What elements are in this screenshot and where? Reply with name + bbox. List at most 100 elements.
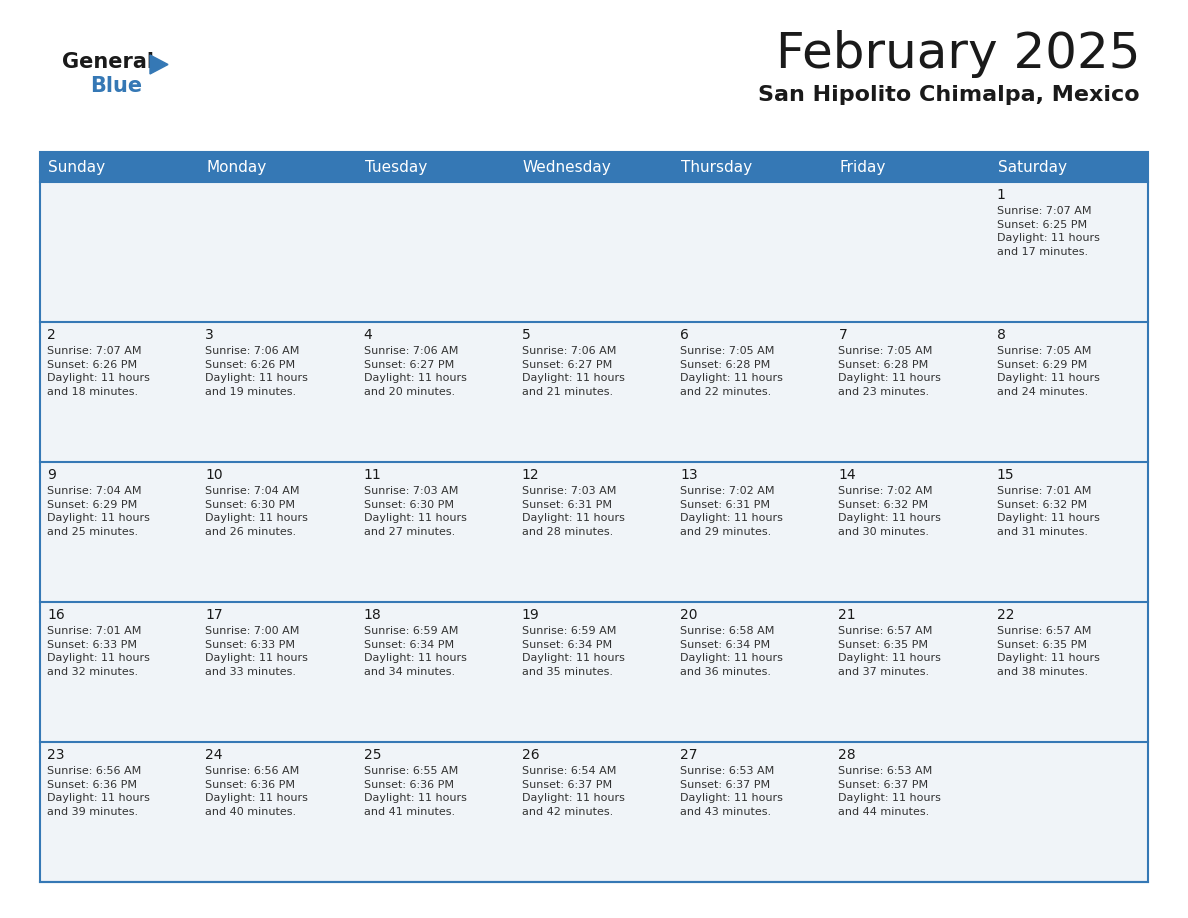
Text: 26: 26 [522, 748, 539, 762]
Text: Sunrise: 7:06 AM
Sunset: 6:26 PM
Daylight: 11 hours
and 19 minutes.: Sunrise: 7:06 AM Sunset: 6:26 PM Dayligh… [206, 346, 308, 397]
Bar [832, 742, 990, 882]
Polygon shape [150, 55, 168, 74]
Bar [832, 182, 990, 322]
Bar [990, 742, 1148, 882]
Text: 19: 19 [522, 608, 539, 622]
Text: 7: 7 [839, 328, 847, 342]
Bar [356, 742, 514, 882]
Text: 21: 21 [839, 608, 857, 622]
Text: Sunrise: 7:03 AM
Sunset: 6:30 PM
Daylight: 11 hours
and 27 minutes.: Sunrise: 7:03 AM Sunset: 6:30 PM Dayligh… [364, 486, 467, 537]
Text: 5: 5 [522, 328, 531, 342]
Text: 17: 17 [206, 608, 223, 622]
Bar [198, 742, 356, 882]
Text: Sunrise: 6:56 AM
Sunset: 6:36 PM
Daylight: 11 hours
and 39 minutes.: Sunrise: 6:56 AM Sunset: 6:36 PM Dayligh… [48, 766, 150, 817]
Bar [514, 182, 674, 322]
Text: Blue: Blue [90, 76, 143, 96]
Text: 25: 25 [364, 748, 381, 762]
Text: Monday: Monday [207, 160, 266, 175]
Bar [674, 182, 832, 322]
Text: 22: 22 [997, 608, 1015, 622]
Text: Sunrise: 6:55 AM
Sunset: 6:36 PM
Daylight: 11 hours
and 41 minutes.: Sunrise: 6:55 AM Sunset: 6:36 PM Dayligh… [364, 766, 467, 817]
Bar [832, 152, 990, 182]
Bar [832, 322, 990, 462]
Text: 18: 18 [364, 608, 381, 622]
Text: Sunrise: 7:03 AM
Sunset: 6:31 PM
Daylight: 11 hours
and 28 minutes.: Sunrise: 7:03 AM Sunset: 6:31 PM Dayligh… [522, 486, 625, 537]
Bar [514, 602, 674, 742]
Bar [990, 602, 1148, 742]
Text: 4: 4 [364, 328, 372, 342]
Bar [356, 322, 514, 462]
Text: 6: 6 [681, 328, 689, 342]
Bar [40, 322, 198, 462]
Text: 24: 24 [206, 748, 223, 762]
Bar [832, 602, 990, 742]
Text: 8: 8 [997, 328, 1005, 342]
Text: Sunrise: 6:56 AM
Sunset: 6:36 PM
Daylight: 11 hours
and 40 minutes.: Sunrise: 6:56 AM Sunset: 6:36 PM Dayligh… [206, 766, 308, 817]
Text: Sunrise: 7:06 AM
Sunset: 6:27 PM
Daylight: 11 hours
and 20 minutes.: Sunrise: 7:06 AM Sunset: 6:27 PM Dayligh… [364, 346, 467, 397]
Text: Tuesday: Tuesday [365, 160, 426, 175]
Text: 11: 11 [364, 468, 381, 482]
Text: Wednesday: Wednesday [523, 160, 612, 175]
Text: Sunrise: 6:57 AM
Sunset: 6:35 PM
Daylight: 11 hours
and 38 minutes.: Sunrise: 6:57 AM Sunset: 6:35 PM Dayligh… [997, 626, 1100, 677]
Bar [356, 462, 514, 602]
Text: San Hipolito Chimalpa, Mexico: San Hipolito Chimalpa, Mexico [758, 85, 1140, 105]
Bar [198, 462, 356, 602]
Text: Friday: Friday [840, 160, 886, 175]
Bar [40, 602, 198, 742]
Bar [832, 462, 990, 602]
Text: Sunrise: 6:59 AM
Sunset: 6:34 PM
Daylight: 11 hours
and 34 minutes.: Sunrise: 6:59 AM Sunset: 6:34 PM Dayligh… [364, 626, 467, 677]
Text: Sunrise: 7:05 AM
Sunset: 6:28 PM
Daylight: 11 hours
and 22 minutes.: Sunrise: 7:05 AM Sunset: 6:28 PM Dayligh… [681, 346, 783, 397]
Text: Thursday: Thursday [681, 160, 752, 175]
Text: Sunrise: 6:54 AM
Sunset: 6:37 PM
Daylight: 11 hours
and 42 minutes.: Sunrise: 6:54 AM Sunset: 6:37 PM Dayligh… [522, 766, 625, 817]
Text: 10: 10 [206, 468, 223, 482]
Text: Sunrise: 6:53 AM
Sunset: 6:37 PM
Daylight: 11 hours
and 44 minutes.: Sunrise: 6:53 AM Sunset: 6:37 PM Dayligh… [839, 766, 941, 817]
Bar [40, 152, 198, 182]
Bar [40, 152, 1148, 882]
Text: Sunrise: 7:04 AM
Sunset: 6:30 PM
Daylight: 11 hours
and 26 minutes.: Sunrise: 7:04 AM Sunset: 6:30 PM Dayligh… [206, 486, 308, 537]
Bar [356, 182, 514, 322]
Text: Sunrise: 6:58 AM
Sunset: 6:34 PM
Daylight: 11 hours
and 36 minutes.: Sunrise: 6:58 AM Sunset: 6:34 PM Dayligh… [681, 626, 783, 677]
Text: Sunrise: 7:04 AM
Sunset: 6:29 PM
Daylight: 11 hours
and 25 minutes.: Sunrise: 7:04 AM Sunset: 6:29 PM Dayligh… [48, 486, 150, 537]
Text: 27: 27 [681, 748, 697, 762]
Bar [198, 182, 356, 322]
Text: 16: 16 [48, 608, 65, 622]
Bar [990, 182, 1148, 322]
Bar [514, 462, 674, 602]
Bar [40, 742, 198, 882]
Bar [674, 152, 832, 182]
Bar [674, 462, 832, 602]
Text: Sunrise: 6:57 AM
Sunset: 6:35 PM
Daylight: 11 hours
and 37 minutes.: Sunrise: 6:57 AM Sunset: 6:35 PM Dayligh… [839, 626, 941, 677]
Bar [514, 152, 674, 182]
Text: 2: 2 [48, 328, 56, 342]
Text: 12: 12 [522, 468, 539, 482]
Text: 9: 9 [48, 468, 56, 482]
Text: Sunrise: 7:02 AM
Sunset: 6:31 PM
Daylight: 11 hours
and 29 minutes.: Sunrise: 7:02 AM Sunset: 6:31 PM Dayligh… [681, 486, 783, 537]
Text: Sunrise: 7:01 AM
Sunset: 6:33 PM
Daylight: 11 hours
and 32 minutes.: Sunrise: 7:01 AM Sunset: 6:33 PM Dayligh… [48, 626, 150, 677]
Text: Sunrise: 7:02 AM
Sunset: 6:32 PM
Daylight: 11 hours
and 30 minutes.: Sunrise: 7:02 AM Sunset: 6:32 PM Dayligh… [839, 486, 941, 537]
Bar [514, 742, 674, 882]
Text: 3: 3 [206, 328, 214, 342]
Bar [198, 152, 356, 182]
Text: Sunrise: 6:53 AM
Sunset: 6:37 PM
Daylight: 11 hours
and 43 minutes.: Sunrise: 6:53 AM Sunset: 6:37 PM Dayligh… [681, 766, 783, 817]
Bar [198, 322, 356, 462]
Bar [40, 182, 198, 322]
Text: Sunrise: 7:05 AM
Sunset: 6:29 PM
Daylight: 11 hours
and 24 minutes.: Sunrise: 7:05 AM Sunset: 6:29 PM Dayligh… [997, 346, 1100, 397]
Text: Sunrise: 7:05 AM
Sunset: 6:28 PM
Daylight: 11 hours
and 23 minutes.: Sunrise: 7:05 AM Sunset: 6:28 PM Dayligh… [839, 346, 941, 397]
Text: Sunrise: 7:07 AM
Sunset: 6:26 PM
Daylight: 11 hours
and 18 minutes.: Sunrise: 7:07 AM Sunset: 6:26 PM Dayligh… [48, 346, 150, 397]
Bar [514, 322, 674, 462]
Bar [198, 602, 356, 742]
Text: 14: 14 [839, 468, 857, 482]
Bar [674, 322, 832, 462]
Text: Sunrise: 7:06 AM
Sunset: 6:27 PM
Daylight: 11 hours
and 21 minutes.: Sunrise: 7:06 AM Sunset: 6:27 PM Dayligh… [522, 346, 625, 397]
Text: General: General [62, 52, 154, 72]
Text: Sunrise: 6:59 AM
Sunset: 6:34 PM
Daylight: 11 hours
and 35 minutes.: Sunrise: 6:59 AM Sunset: 6:34 PM Dayligh… [522, 626, 625, 677]
Text: 13: 13 [681, 468, 697, 482]
Bar [356, 602, 514, 742]
Text: Sunrise: 7:07 AM
Sunset: 6:25 PM
Daylight: 11 hours
and 17 minutes.: Sunrise: 7:07 AM Sunset: 6:25 PM Dayligh… [997, 206, 1100, 257]
Text: 28: 28 [839, 748, 857, 762]
Text: 15: 15 [997, 468, 1015, 482]
Bar [674, 742, 832, 882]
Bar [990, 152, 1148, 182]
Bar [990, 462, 1148, 602]
Text: Sunday: Sunday [48, 160, 105, 175]
